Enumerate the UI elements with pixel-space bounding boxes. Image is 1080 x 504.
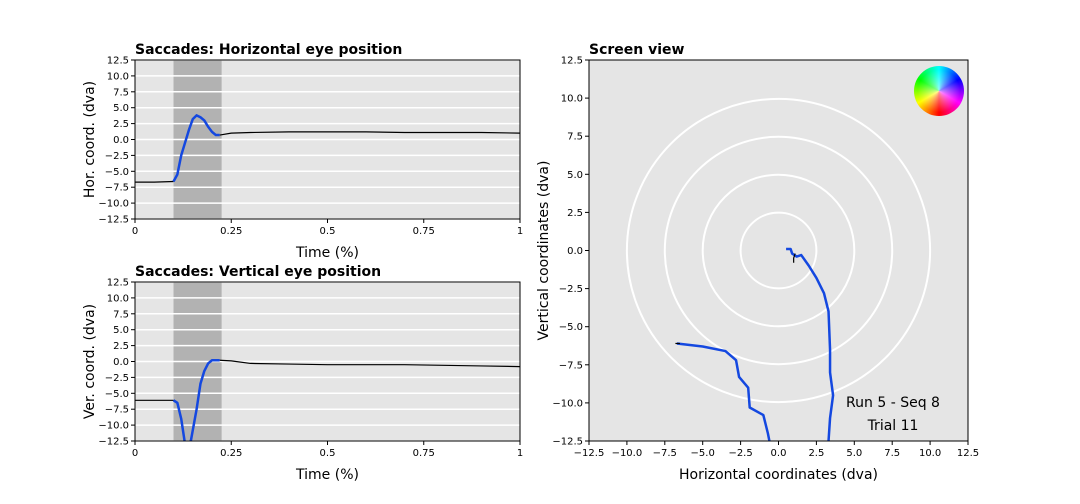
plot-area <box>625 97 932 441</box>
y-tick-label: −12.5 <box>552 437 583 448</box>
y-tick-label: −12.5 <box>98 215 129 226</box>
y-tick-label: 5.0 <box>113 325 129 336</box>
y-tick-label: 5.0 <box>567 170 583 181</box>
y-axis-label: Hor. coord. (dva) <box>82 81 98 198</box>
chart-title: Saccades: Vertical eye position <box>135 264 381 280</box>
x-tick-label: 0.75 <box>413 226 435 237</box>
annotation: Run 5 - Seq 8 <box>846 395 940 411</box>
trace <box>793 253 796 263</box>
y-tick-label: 0.0 <box>113 357 129 368</box>
axes-frame <box>134 281 521 442</box>
y-tick-label: −10.0 <box>552 398 583 409</box>
ring <box>739 211 818 290</box>
y-tick-label: 0.0 <box>567 246 583 257</box>
x-tick-label: 0.5 <box>320 448 336 459</box>
y-tick-label: −2.5 <box>105 373 129 384</box>
y-tick-label: 0.0 <box>113 135 129 146</box>
annotation: Trial 11 <box>867 418 919 434</box>
y-tick-label: 12.5 <box>561 56 583 67</box>
y-axis-label: Ver. coord. (dva) <box>82 304 98 419</box>
trace <box>135 131 520 183</box>
axes-frame <box>134 59 521 220</box>
y-tick-label: −7.5 <box>105 183 129 194</box>
y-tick-label: −10.0 <box>98 199 129 210</box>
y-tick-label: −2.5 <box>559 284 583 295</box>
x-tick-label: 2.5 <box>808 448 824 459</box>
chart-title: Screen view <box>589 42 685 58</box>
plot-area <box>135 282 520 441</box>
y-tick-label: −5.0 <box>105 167 129 178</box>
x-tick-label: 0.25 <box>220 226 242 237</box>
x-tick-label: −12.5 <box>574 448 605 459</box>
x-tick-label: 0.75 <box>413 448 435 459</box>
color-wheel <box>914 66 964 116</box>
x-tick-label: −2.5 <box>728 448 752 459</box>
y-tick-label: 2.5 <box>567 208 583 219</box>
x-axis-label: Time (%) <box>295 245 359 261</box>
trace <box>172 358 220 441</box>
y-tick-label: −12.5 <box>98 437 129 448</box>
y-tick-label: 7.5 <box>567 132 583 143</box>
trace <box>135 359 520 401</box>
x-tick-label: 10.0 <box>919 448 941 459</box>
x-tick-label: −5.0 <box>691 448 715 459</box>
y-tick-label: 5.0 <box>113 103 129 114</box>
x-tick-label: 1 <box>517 448 523 459</box>
y-tick-label: 10.0 <box>561 94 583 105</box>
x-tick-label: 0 <box>132 226 138 237</box>
x-tick-label: 0 <box>132 448 138 459</box>
chart-title: Saccades: Horizontal eye position <box>135 42 402 58</box>
y-tick-label: −7.5 <box>559 360 583 371</box>
y-tick-label: 10.0 <box>107 293 129 304</box>
x-axis-label: Time (%) <box>295 467 359 483</box>
ring <box>701 173 856 328</box>
y-tick-label: −7.5 <box>105 405 129 416</box>
x-axis-label: Horizontal coordinates (dva) <box>679 467 878 483</box>
y-tick-label: −5.0 <box>559 322 583 333</box>
y-tick-label: −5.0 <box>105 389 129 400</box>
y-axis-label: Vertical coordinates (dva) <box>536 161 552 341</box>
plot-area <box>135 60 520 219</box>
x-tick-label: 0.25 <box>220 448 242 459</box>
y-tick-label: 2.5 <box>113 341 129 352</box>
y-tick-label: −2.5 <box>105 151 129 162</box>
trace <box>786 247 835 441</box>
y-tick-label: 10.0 <box>107 71 129 82</box>
x-tick-label: 12.5 <box>957 448 979 459</box>
x-tick-label: −7.5 <box>653 448 677 459</box>
x-tick-label: 0.0 <box>771 448 787 459</box>
y-tick-label: 2.5 <box>113 119 129 130</box>
ring <box>663 135 894 366</box>
axes-frame <box>588 59 969 442</box>
x-tick-label: 5.0 <box>846 448 862 459</box>
y-tick-label: 12.5 <box>107 56 129 67</box>
x-tick-label: 0.5 <box>320 226 336 237</box>
x-tick-label: −10.0 <box>612 448 643 459</box>
x-tick-label: 7.5 <box>884 448 900 459</box>
trace <box>172 114 220 183</box>
y-tick-label: 7.5 <box>113 87 129 98</box>
y-tick-label: 7.5 <box>113 309 129 320</box>
plot-background <box>589 60 968 441</box>
y-tick-label: 12.5 <box>107 278 129 289</box>
y-tick-label: −10.0 <box>98 421 129 432</box>
trace <box>676 342 771 441</box>
x-tick-label: 1 <box>517 226 523 237</box>
ring <box>625 97 932 404</box>
